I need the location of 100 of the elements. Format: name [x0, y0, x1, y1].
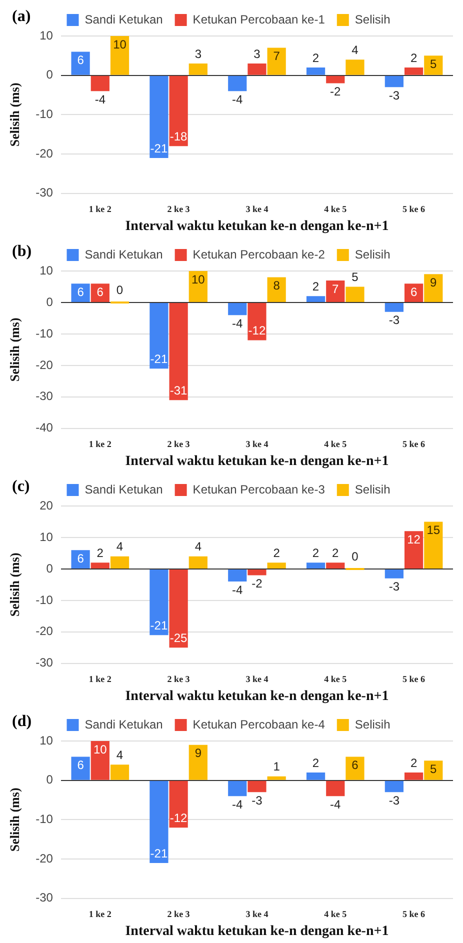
y-tick-label: 10: [40, 530, 54, 544]
bar: [188, 744, 208, 780]
bar: [228, 780, 247, 796]
x-tick-label: 1 ke 2: [88, 439, 112, 450]
data-label: -3: [388, 580, 400, 594]
x-tick-label: 2 ke 3: [167, 204, 190, 214]
bar: [150, 76, 168, 158]
data-label: 2: [410, 50, 418, 65]
bar: [110, 36, 130, 75]
data-label: 5: [430, 56, 438, 71]
bar: [424, 522, 443, 568]
data-label: 6: [96, 284, 104, 299]
bar: [267, 48, 286, 75]
bar: [326, 280, 345, 302]
data-label: 10: [113, 37, 127, 52]
data-label: 2: [312, 756, 320, 770]
x-tick-label: 3 ke 4: [246, 674, 269, 684]
legend-label: Ketukan Percobaan ke-1: [192, 12, 326, 26]
y-tick-label: -20: [36, 146, 54, 160]
data-label: -12: [248, 324, 266, 338]
bar: [71, 52, 90, 75]
y-tick-label: -20: [36, 358, 54, 372]
data-label: -4: [232, 316, 244, 330]
y-tick-label: 10: [40, 263, 54, 278]
x-tick-label: 4 ke 5: [324, 909, 348, 920]
y-tick-label: -20: [36, 624, 54, 638]
y-tick-label: 0: [46, 294, 54, 309]
chart-title: (b): [12, 243, 32, 261]
bar: [424, 760, 443, 780]
data-label: -12: [170, 810, 188, 825]
data-label: -3: [388, 313, 400, 328]
data-label: -21: [150, 846, 168, 860]
bar: [384, 302, 404, 312]
legend-label: Selisih: [354, 482, 390, 496]
data-label: -18: [170, 129, 188, 144]
bar: [326, 562, 345, 568]
x-tick-label: 5 ke 6: [402, 674, 426, 684]
bar: [150, 302, 168, 369]
bar: [71, 756, 90, 780]
legend-label: Sandi Ketukan: [84, 482, 163, 496]
data-label: 7: [273, 49, 280, 64]
data-label: 6: [352, 758, 359, 772]
data-label: -4: [330, 797, 342, 812]
y-tick-label: -10: [36, 107, 54, 122]
bar: [404, 284, 424, 302]
bar: [306, 772, 326, 780]
y-axis-title: Selisih (ms): [7, 82, 22, 147]
y-tick-label: 0: [46, 561, 54, 576]
bar: [384, 780, 404, 792]
y-axis-title: Selisih (ms): [7, 552, 22, 617]
chart-title: (d): [12, 713, 32, 731]
bar: [169, 76, 188, 146]
data-label: 8: [273, 278, 280, 293]
y-tick-label: 20: [40, 498, 54, 512]
bar: [150, 569, 168, 636]
y-tick-label: -30: [36, 186, 54, 200]
x-tick-label: 1 ke 2: [88, 909, 112, 920]
data-label: -4: [94, 92, 106, 106]
data-label: 7: [332, 282, 340, 296]
bar: [267, 776, 286, 780]
data-label: -3: [388, 793, 400, 808]
data-label: -21: [150, 141, 168, 156]
x-axis-title: Interval waktu ketukan ke-n dengan ke-n+1: [125, 219, 389, 234]
bar: [248, 64, 266, 75]
x-tick-label: 4 ke 5: [324, 674, 348, 684]
data-label: -31: [170, 383, 188, 398]
data-label: -21: [150, 352, 168, 366]
bar: [228, 76, 247, 92]
y-tick-label: 0: [46, 68, 54, 82]
legend-label: Sandi Ketukan: [84, 12, 163, 26]
bar: [267, 562, 286, 568]
y-tick-label: 10: [40, 733, 54, 748]
data-label: 2: [312, 546, 320, 560]
y-tick-label: -10: [36, 326, 54, 340]
y-tick-label: -30: [36, 389, 54, 404]
bar: [346, 60, 364, 75]
data-label: 2: [273, 546, 280, 560]
data-label: 2: [332, 546, 340, 560]
x-tick-label: 5 ke 6: [402, 204, 426, 214]
legend-label: Sandi Ketukan: [84, 717, 163, 732]
data-label: 3: [194, 46, 202, 61]
data-label: 6: [77, 53, 84, 68]
bar: [346, 286, 364, 302]
bar: [169, 302, 188, 400]
data-label: 6: [77, 284, 84, 299]
data-label: 4: [116, 540, 124, 554]
x-tick-label: 3 ke 4: [246, 439, 269, 450]
x-tick-label: 5 ke 6: [402, 909, 426, 920]
bar: [90, 76, 110, 92]
data-label: -4: [232, 797, 244, 812]
y-axis-title: Selisih (ms): [7, 788, 22, 852]
legend-label: Selisih: [354, 247, 390, 262]
data-label: 4: [116, 748, 124, 762]
bar: [326, 780, 345, 796]
bar: [169, 569, 188, 648]
data-label: 2: [410, 756, 418, 770]
data-label: 4: [352, 42, 359, 57]
data-label: -3: [252, 793, 263, 808]
data-label: 2: [312, 50, 320, 65]
y-tick-label: 0: [46, 772, 54, 787]
